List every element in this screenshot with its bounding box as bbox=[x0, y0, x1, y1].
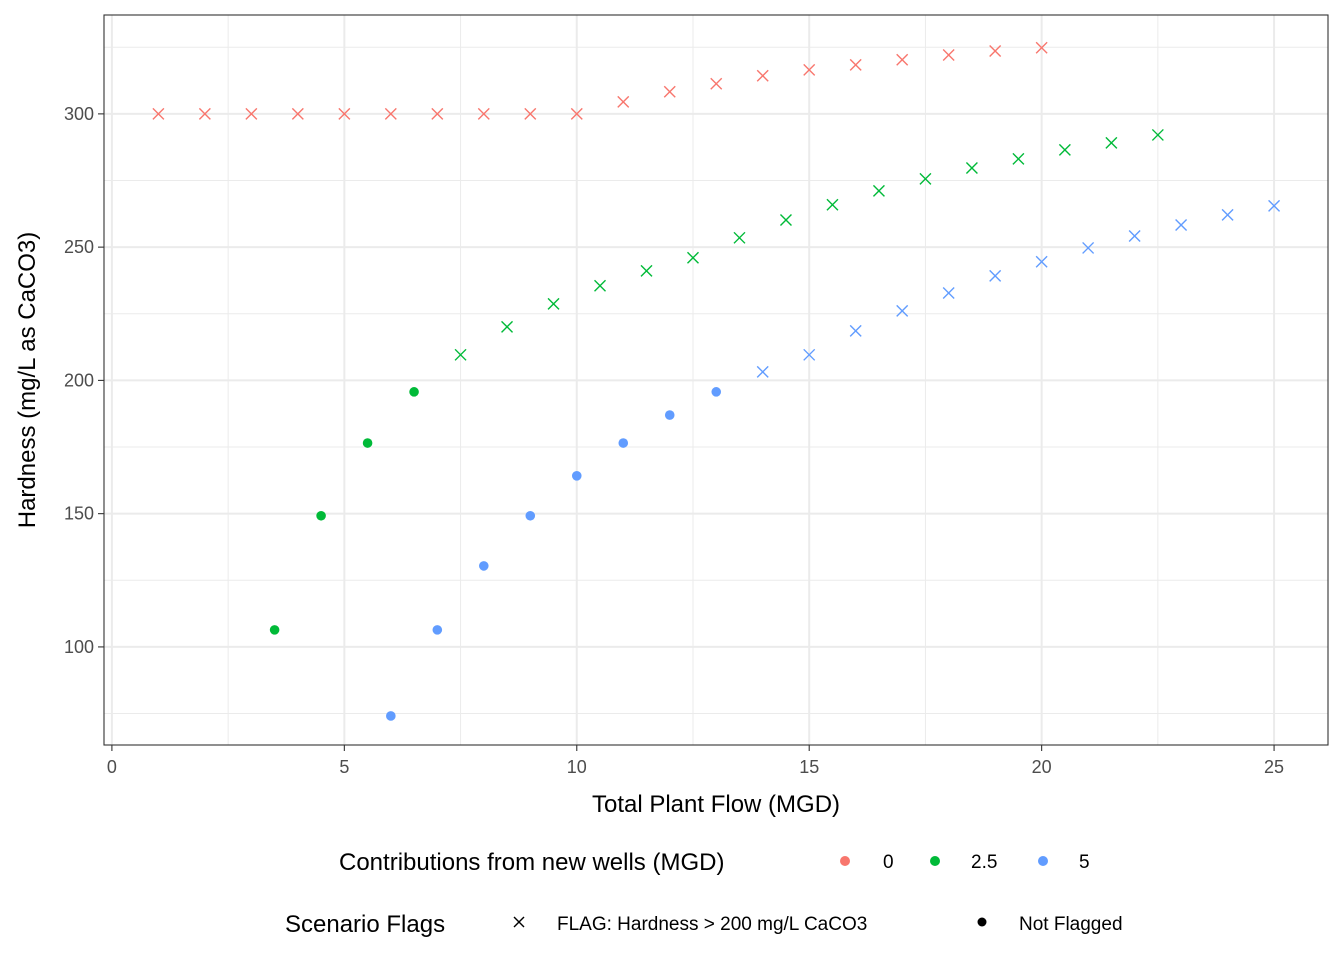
y-tick-label: 300 bbox=[64, 104, 94, 124]
data-point-flagged bbox=[710, 77, 723, 90]
data-point-flagged bbox=[1175, 219, 1188, 232]
data-point-flagged bbox=[733, 231, 746, 244]
data-points bbox=[152, 41, 1281, 721]
legend-color-label-0: 0 bbox=[883, 852, 894, 873]
data-point-flagged bbox=[338, 107, 351, 120]
x-tick-label: 15 bbox=[799, 757, 819, 777]
data-point-flagged bbox=[501, 320, 514, 333]
data-point-not-flagged bbox=[478, 561, 489, 571]
data-point-flagged bbox=[477, 107, 490, 120]
data-point-flagged bbox=[872, 184, 885, 197]
data-point-flagged bbox=[1058, 143, 1071, 156]
data-point-flagged bbox=[989, 44, 1002, 57]
y-axis-ticks: 100 150 200 250 300 bbox=[64, 104, 104, 657]
data-point-not-flagged bbox=[409, 387, 419, 397]
data-point-not-flagged bbox=[316, 510, 326, 521]
data-point-flagged bbox=[384, 107, 397, 120]
y-tick-label: 150 bbox=[64, 504, 94, 524]
data-point-flagged bbox=[919, 172, 932, 185]
legend-color-swatch-1 bbox=[930, 856, 940, 866]
data-point-flagged bbox=[803, 348, 816, 361]
legend-color-label-2: 5 bbox=[1079, 852, 1090, 873]
data-point-flagged bbox=[454, 348, 467, 361]
data-point-flagged bbox=[1012, 152, 1025, 165]
data-point-flagged bbox=[849, 58, 862, 71]
legend-shape-circle-icon bbox=[977, 917, 987, 927]
x-axis-ticks: 0 5 10 15 20 25 bbox=[107, 745, 1284, 777]
legend-shape-label-flag: FLAG: Hardness > 200 mg/L CaCO3 bbox=[557, 914, 867, 935]
y-tick-label: 200 bbox=[64, 370, 94, 390]
data-point-flagged bbox=[896, 304, 909, 317]
data-point-flagged bbox=[756, 69, 769, 82]
data-point-flagged bbox=[198, 107, 211, 120]
legend-color: Contributions from new wells (MGD) 0 2.5… bbox=[339, 849, 1090, 876]
legend-shape: Scenario Flags FLAG: Hardness > 200 mg/L… bbox=[285, 911, 1123, 938]
data-point-flagged bbox=[686, 251, 699, 264]
legend-color-label-1: 2.5 bbox=[971, 852, 997, 873]
data-point-flagged bbox=[245, 107, 258, 120]
legend-color-swatch-2 bbox=[1038, 856, 1048, 866]
data-point-flagged bbox=[594, 279, 607, 292]
x-tick-label: 10 bbox=[567, 757, 587, 777]
x-tick-label: 5 bbox=[339, 757, 349, 777]
data-point-flagged bbox=[291, 107, 304, 120]
data-point-flagged bbox=[1035, 41, 1048, 54]
data-point-flagged bbox=[1128, 229, 1141, 242]
data-point-flagged bbox=[570, 107, 583, 120]
data-point-flagged bbox=[803, 63, 816, 76]
legend-color-title: Contributions from new wells (MGD) bbox=[339, 849, 724, 876]
data-point-flagged bbox=[524, 107, 537, 120]
legend-shape-cross-icon bbox=[513, 916, 525, 928]
data-point-flagged bbox=[431, 107, 444, 120]
y-axis-title: Hardness (mg/L as CaCO3) bbox=[14, 232, 41, 529]
data-point-flagged bbox=[617, 95, 630, 108]
data-point-flagged bbox=[1035, 255, 1048, 268]
data-point-flagged bbox=[849, 324, 862, 337]
data-point-flagged bbox=[1221, 208, 1234, 221]
data-point-not-flagged bbox=[664, 410, 675, 420]
data-point-flagged bbox=[640, 264, 653, 277]
data-point-flagged bbox=[826, 198, 839, 211]
data-point-not-flagged bbox=[386, 711, 396, 721]
data-point-flagged bbox=[547, 297, 560, 310]
data-point-flagged bbox=[1105, 136, 1118, 149]
data-point-not-flagged bbox=[269, 625, 280, 635]
data-point-not-flagged bbox=[571, 471, 582, 481]
data-point-flagged bbox=[942, 286, 955, 299]
data-point-flagged bbox=[1268, 199, 1281, 212]
x-tick-label: 25 bbox=[1264, 757, 1284, 777]
data-point-flagged bbox=[779, 213, 792, 226]
major-gridlines bbox=[104, 15, 1328, 745]
legend-shape-title: Scenario Flags bbox=[285, 911, 445, 938]
data-point-flagged bbox=[756, 365, 769, 378]
data-point-not-flagged bbox=[525, 510, 536, 521]
data-point-not-flagged bbox=[618, 438, 629, 448]
data-point-flagged bbox=[663, 85, 676, 98]
data-point-flagged bbox=[965, 161, 978, 174]
data-point-flagged bbox=[1151, 128, 1164, 141]
x-tick-label: 20 bbox=[1032, 757, 1052, 777]
data-point-flagged bbox=[1082, 241, 1095, 254]
y-tick-label: 250 bbox=[64, 237, 94, 257]
data-point-flagged bbox=[989, 269, 1002, 282]
data-point-flagged bbox=[942, 48, 955, 61]
x-tick-label: 0 bbox=[107, 757, 117, 777]
data-point-not-flagged bbox=[711, 387, 722, 397]
legend-shape-label-not-flagged: Not Flagged bbox=[1019, 914, 1123, 935]
legend-color-swatch-0 bbox=[840, 856, 850, 866]
data-point-flagged bbox=[896, 53, 909, 66]
data-point-not-flagged bbox=[432, 625, 443, 635]
y-tick-label: 100 bbox=[64, 637, 94, 657]
data-point-not-flagged bbox=[362, 438, 373, 448]
data-point-flagged bbox=[152, 107, 165, 120]
x-axis-title: Total Plant Flow (MGD) bbox=[592, 791, 840, 818]
